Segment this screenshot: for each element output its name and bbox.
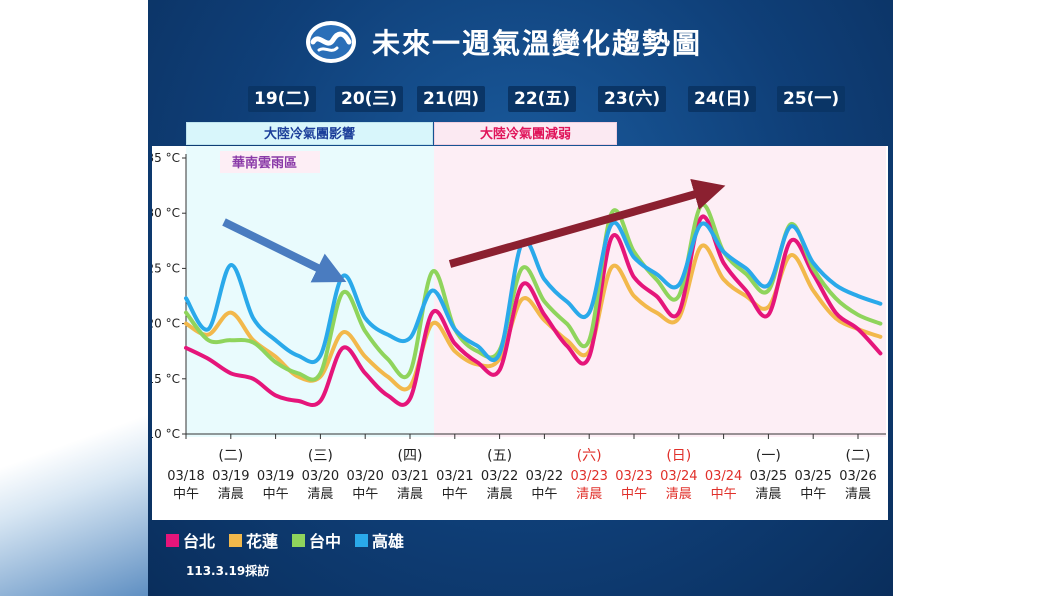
x-tick-time: 中午: [263, 487, 289, 502]
x-tick-weekday: (六): [577, 448, 602, 464]
x-tick-date: 03/20: [302, 469, 339, 484]
x-tick-time: 清晨: [487, 487, 513, 502]
x-tick-date: 03/26: [839, 469, 876, 484]
x-axis: 03/18 中午 (二) 03/19 清晨 03/19 中午 (三) 03/20 清晨 03/20 中…: [167, 433, 886, 502]
x-tick-date: 03/19: [212, 469, 249, 484]
x-tick-time: 清晨: [666, 487, 692, 502]
day-label-22: 22(五): [508, 86, 577, 112]
x-tick-time: 清晨: [218, 487, 244, 502]
day-label-24: 24(日): [688, 86, 757, 112]
x-tick-time: 清晨: [576, 487, 602, 502]
day-label-20: 20(三): [335, 86, 404, 112]
x-tick-weekday: (四): [398, 448, 423, 464]
legend-item-taichung: 台中: [292, 528, 341, 552]
x-tick-date: 03/21: [436, 469, 473, 484]
x-tick-time: 清晨: [397, 487, 423, 502]
x-tick-time: 清晨: [307, 487, 333, 502]
x-tick-weekday: (三): [308, 448, 333, 464]
legend-item-taipei: 台北: [166, 528, 215, 552]
cold-air-weaken-label: 大陸冷氣團減弱: [434, 122, 617, 145]
cwa-logo-icon: [306, 21, 356, 63]
x-tick-date: 03/23: [615, 469, 652, 484]
x-tick-time: 中午: [621, 487, 647, 502]
legend: 台北 花蓮 台中 高雄: [166, 529, 418, 551]
y-tick-label: 25 °C: [152, 261, 180, 275]
x-tick-time: 中午: [352, 487, 378, 502]
x-tick-time: 中午: [173, 487, 199, 502]
page-title: 未來一週氣溫變化趨勢圖: [372, 27, 703, 60]
x-tick-date: 03/22: [481, 469, 518, 484]
x-tick-weekday: (二): [218, 448, 243, 464]
y-tick-label: 20 °C: [152, 317, 180, 331]
x-tick-time: 中午: [711, 487, 737, 502]
warm-phase-background: [434, 146, 886, 437]
x-tick-date: 03/24: [705, 469, 742, 484]
cold-air-influence-label: 大陸冷氣團影響: [186, 122, 433, 145]
temperature-chart: 10 °C 15 °C 20 °C 25 °C 30 °C 35 °C 03/18 中午 (二…: [152, 146, 888, 520]
day-label-21: 21(四): [417, 86, 486, 112]
x-tick-date: 03/18: [167, 469, 204, 484]
x-tick-time: 清晨: [755, 487, 781, 502]
day-label-19: 19(二): [248, 86, 317, 112]
x-tick-date: 03/21: [391, 469, 428, 484]
x-tick-weekday: (二): [846, 448, 871, 464]
x-tick-date: 03/25: [750, 469, 787, 484]
cloud-rain-annotation: 華南雲雨區: [232, 155, 297, 171]
x-tick-date: 03/22: [526, 469, 563, 484]
series-line-taichung: [184, 202, 883, 382]
legend-item-kaohsiung: 高雄: [355, 528, 404, 552]
warming-trend-arrow: [448, 178, 726, 268]
x-tick-date: 03/23: [570, 469, 607, 484]
x-tick-date: 03/19: [257, 469, 294, 484]
series-line-taipei: [184, 214, 883, 407]
y-tick-label: 10 °C: [152, 427, 180, 441]
day-label-25: 25(一): [777, 86, 846, 112]
day-label-23: 23(六): [598, 86, 667, 112]
cold-phase-background: [186, 146, 434, 437]
y-tick-label: 15 °C: [152, 372, 180, 386]
x-tick-time: 中午: [442, 487, 468, 502]
x-tick-time: 中午: [800, 487, 826, 502]
interview-date-note: 113.3.19採訪: [186, 564, 270, 578]
x-tick-date: 03/24: [660, 469, 697, 484]
x-tick-time: 清晨: [845, 487, 871, 502]
cooling-trend-arrow: [222, 218, 347, 283]
x-tick-date: 03/20: [346, 469, 383, 484]
legend-item-hualien: 花蓮: [229, 528, 278, 552]
y-tick-label: 35 °C: [152, 151, 180, 165]
y-axis: 10 °C 15 °C 20 °C 25 °C 30 °C 35 °C: [152, 151, 187, 441]
background-left-gradient: [0, 0, 148, 596]
background-right: [893, 0, 1060, 596]
series-line-hualien: [184, 243, 883, 392]
x-tick-date: 03/25: [794, 469, 831, 484]
x-tick-weekday: (五): [487, 448, 512, 464]
y-tick-label: 30 °C: [152, 206, 180, 220]
x-tick-weekday: (日): [666, 448, 691, 464]
x-tick-weekday: (一): [756, 448, 781, 464]
x-tick-time: 中午: [531, 487, 557, 502]
